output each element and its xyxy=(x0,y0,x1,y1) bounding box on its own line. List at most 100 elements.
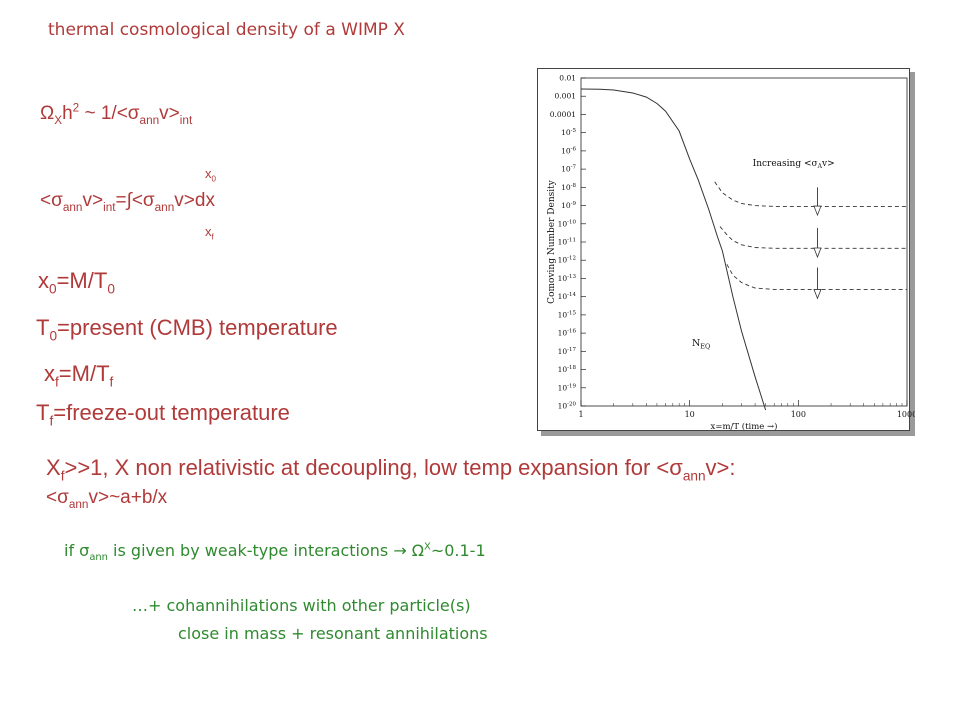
x-tick-label: 1 xyxy=(578,410,583,419)
y-tick-exponent: -10 xyxy=(567,219,576,225)
y-tick-base: 10 xyxy=(558,383,568,392)
integral-upper-limit: x0 xyxy=(205,166,216,184)
y-tick-exponent: -9 xyxy=(571,201,577,207)
integral-c: v> xyxy=(82,190,104,211)
neq-sub: EQ xyxy=(700,342,710,350)
xf-c: =M/T xyxy=(58,361,110,386)
x-tick-label: 10 xyxy=(685,410,695,419)
figure-frame xyxy=(537,68,910,431)
y-tick-base: 10 xyxy=(558,292,568,301)
y-tick-base: 10 xyxy=(561,165,571,174)
arrow-head-2 xyxy=(813,247,822,259)
y-tick-base: 10 xyxy=(558,347,568,356)
omega-a: Ω xyxy=(40,103,55,124)
weak-interaction-note: if σann is given by weak-type interactio… xyxy=(64,541,486,564)
coannihilation-note-1: …+ cohannihilations with other particle(… xyxy=(132,596,471,615)
x-tick-label: 1000 xyxy=(897,410,915,419)
weak-e: ~0.1-1 xyxy=(430,541,486,560)
xf-b: f xyxy=(55,374,59,390)
y-tick-base: 10 xyxy=(561,201,571,210)
line2-a: <σ xyxy=(46,487,69,508)
y-tick-label: 10-9 xyxy=(561,201,576,210)
y-tick-exponent: -7 xyxy=(571,165,577,171)
y-tick-label: 10-17 xyxy=(558,347,577,356)
y-tick-base: 10 xyxy=(561,128,571,137)
line2-c: v>~a+b/x xyxy=(88,487,168,508)
line1-a: X xyxy=(46,455,61,480)
y-axis-label: Comoving Number Density xyxy=(547,179,557,304)
weak-b: ann xyxy=(89,552,108,564)
xf-d: f xyxy=(109,374,114,390)
y-tick-base: 10 xyxy=(561,146,571,155)
omega-e: ~ 1/<σ xyxy=(79,103,140,124)
t0-a: T xyxy=(36,315,50,340)
y-tick-label: 0.001 xyxy=(555,92,576,101)
freeze-out-curve-2 xyxy=(719,226,907,249)
y-tick-label: 10-14 xyxy=(558,292,577,301)
y-tick-exponent: -15 xyxy=(567,310,576,316)
integral-f: ann xyxy=(154,200,175,214)
freeze-out-curve-3 xyxy=(726,264,907,290)
y-tick-label: 10-19 xyxy=(558,383,577,392)
t0-definition: T0=present (CMB) temperature xyxy=(36,315,338,344)
integral-b: ann xyxy=(62,200,83,214)
tf-definition: Tf=freeze-out temperature xyxy=(36,400,290,429)
int-bottom-a: x xyxy=(205,224,212,239)
y-tick-base: 10 xyxy=(558,310,568,319)
line1-b: f xyxy=(60,468,65,484)
neq-label: NEQ xyxy=(692,338,710,351)
x-tick-label: 100 xyxy=(791,410,806,419)
t0-b: 0 xyxy=(49,328,58,344)
annotation-sub: A xyxy=(817,163,823,170)
y-tick-exponent: -16 xyxy=(567,329,576,335)
x0-b: 0 xyxy=(49,281,57,297)
int-top-b: 0 xyxy=(211,174,216,184)
y-tick-exponent: -18 xyxy=(567,365,576,371)
y-tick-base: 10 xyxy=(561,183,571,192)
y-tick-label: 10-12 xyxy=(558,256,576,265)
y-tick-exponent: -17 xyxy=(567,347,576,353)
omega-relation: ΩXh2 ~ 1/<σannv>int xyxy=(40,101,193,127)
comoving-density-chart: 0.010.0010.000110-510-610-710-810-910-10… xyxy=(537,68,915,436)
y-tick-base: 10 xyxy=(558,274,568,283)
weak-c: is given by weak-type interactions → Ω xyxy=(107,541,425,560)
neq-main: N xyxy=(692,338,700,349)
line1-d: ann xyxy=(682,468,706,484)
tf-a: T xyxy=(36,400,50,425)
integral-definition: <σannv>int=∫<σannv>dx xyxy=(40,190,215,214)
y-tick-exponent: -5 xyxy=(571,128,577,134)
y-tick-label: 10-6 xyxy=(561,146,576,155)
omega-h: int xyxy=(179,113,193,127)
integral-g: v>dx xyxy=(174,190,215,211)
y-tick-base: 10 xyxy=(558,256,568,265)
y-tick-label: 10-20 xyxy=(558,402,577,411)
y-tick-exponent: -11 xyxy=(567,238,576,244)
line2-b: ann xyxy=(68,497,89,511)
y-tick-label: 10-7 xyxy=(561,165,576,174)
integral-lower-limit: xf xyxy=(205,224,214,242)
freeze-out-curve-1 xyxy=(714,181,907,207)
y-tick-label: 10-10 xyxy=(558,219,577,228)
y-tick-label: 10-13 xyxy=(558,274,577,283)
omega-d: 2 xyxy=(72,101,80,115)
y-tick-label: 0.0001 xyxy=(550,110,576,119)
y-tick-base: 10 xyxy=(558,365,568,374)
annotation-tail: v> xyxy=(821,159,835,169)
y-tick-base: 10 xyxy=(558,402,568,411)
x-axis-label: x=m/T (time →) xyxy=(711,421,778,432)
y-tick-exponent: -6 xyxy=(571,146,577,152)
tf-b: f xyxy=(49,413,54,429)
y-tick-label: 10-18 xyxy=(558,365,577,374)
slide-title: thermal cosmological density of a WIMP X xyxy=(48,20,405,40)
equilibrium-curve xyxy=(580,88,767,411)
y-tick-exponent: -19 xyxy=(567,383,576,389)
omega-b: X xyxy=(54,113,63,127)
int-bottom-b: f xyxy=(211,232,214,242)
y-tick-exponent: -20 xyxy=(567,402,576,408)
weak-d: X xyxy=(424,541,431,553)
y-tick-base: 10 xyxy=(558,329,568,338)
x0-definition: x0=M/T0 xyxy=(38,268,115,297)
omega-f: ann xyxy=(139,113,160,127)
line1-e: v>: xyxy=(705,455,736,480)
weak-a: if σ xyxy=(64,541,90,560)
